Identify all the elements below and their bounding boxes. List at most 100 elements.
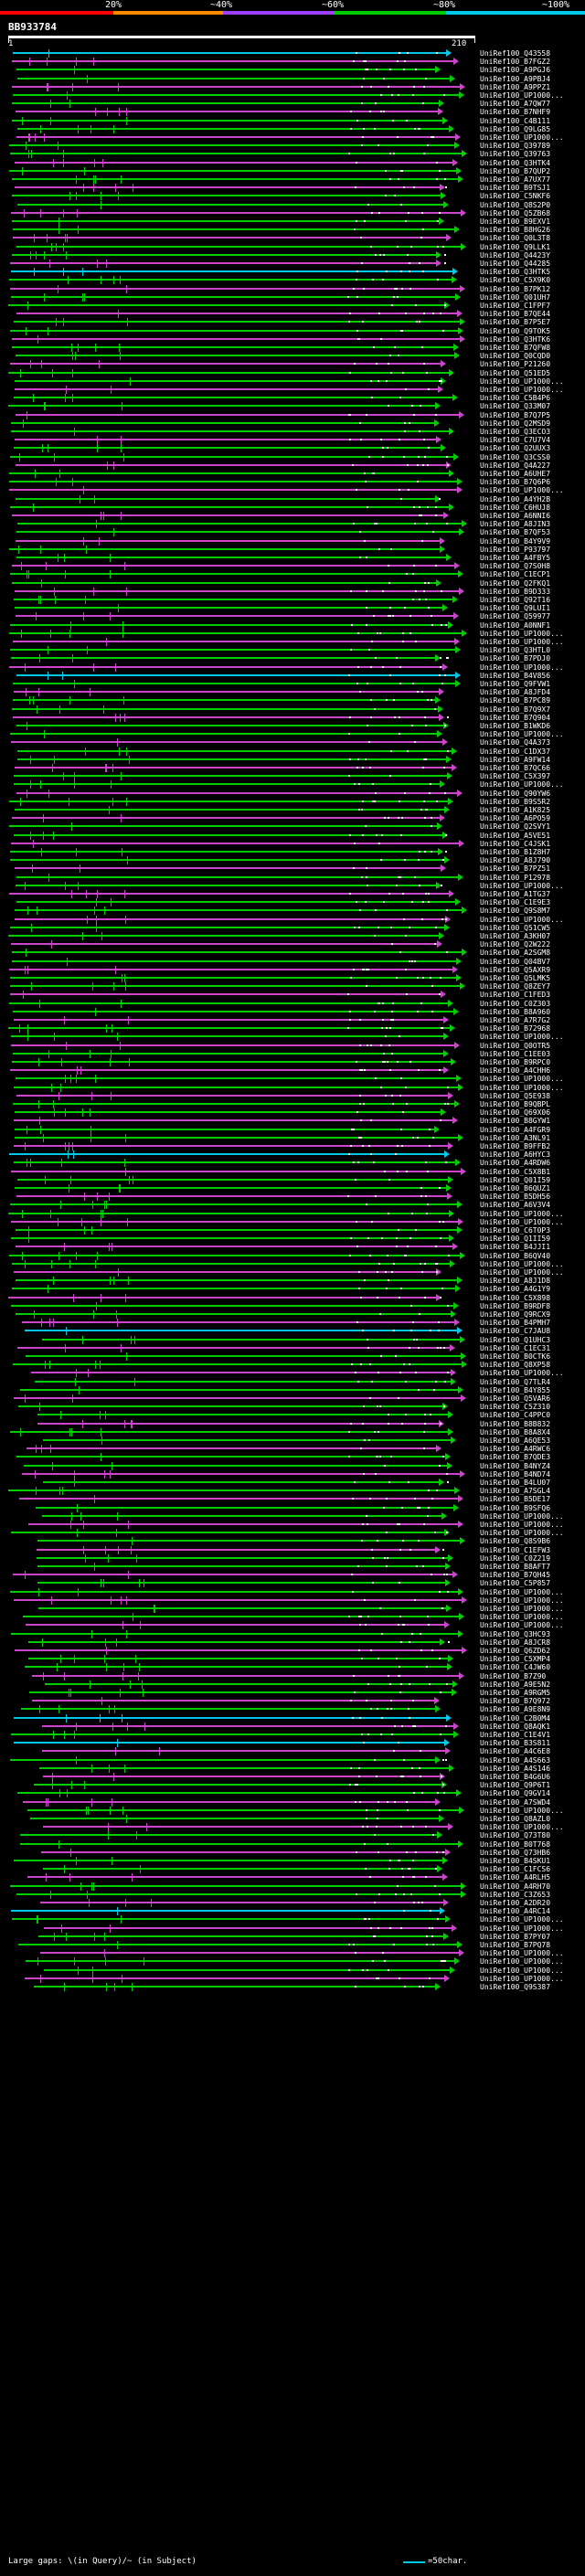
hit-label[interactable]: UniRef100_Q9S387 (480, 1983, 551, 1991)
hit-alignment-line[interactable] (15, 1187, 446, 1189)
hit-alignment-line[interactable] (14, 1397, 461, 1399)
hit-label[interactable]: UniRef100_Q5AXR9 (480, 966, 551, 974)
hit-label[interactable]: UniRef100_Q2FKQ1 (480, 579, 551, 588)
hit-label[interactable]: UniRef100_B8A960 (480, 1008, 551, 1016)
hit-label[interactable]: UniRef100_A5VE51 (480, 832, 551, 840)
hit-alignment-line[interactable] (42, 1750, 445, 1752)
hit-label[interactable]: UniRef100_UP1000... (480, 1084, 564, 1092)
hit-label[interactable]: UniRef100_A4C6E8 (480, 1747, 551, 1755)
hit-label[interactable]: UniRef100_A9RGM5 (480, 1689, 551, 1697)
hit-label[interactable]: UniRef100_B4PMH7 (480, 1319, 551, 1327)
hit-alignment-line[interactable] (21, 1708, 435, 1710)
hit-alignment-line[interactable] (16, 876, 458, 878)
hit-label[interactable]: UniRef100_Q9RCX9 (480, 1310, 551, 1319)
hit-label[interactable]: UniRef100_UP1000... (480, 1975, 564, 1983)
hit-alignment-line[interactable] (39, 1767, 449, 1769)
hit-label[interactable]: UniRef100_Q7S0H8 (480, 562, 551, 570)
hit-label[interactable]: UniRef100_P93797 (480, 546, 551, 554)
hit-label[interactable]: UniRef100_Q01I59 (480, 1176, 551, 1184)
hit-label[interactable]: UniRef100_A9E5N2 (480, 1680, 551, 1689)
hit-label[interactable]: UniRef100_UP1000... (480, 630, 564, 638)
hit-label[interactable]: UniRef100_Q4423Y (480, 251, 551, 260)
hit-alignment-line[interactable] (9, 1153, 444, 1155)
hit-alignment-line[interactable] (15, 1111, 441, 1113)
hit-label[interactable]: UniRef100_Q9LG85 (480, 125, 551, 133)
hit-label[interactable]: UniRef100_UP1000... (480, 1521, 564, 1529)
hit-label[interactable]: UniRef100_A0NNF1 (480, 621, 551, 630)
hit-label[interactable]: UniRef100_P12978 (480, 874, 551, 882)
hit-label[interactable]: UniRef100_A4S663 (480, 1756, 551, 1765)
hit-label[interactable]: UniRef100_Q59977 (480, 612, 551, 620)
hit-alignment-line[interactable] (9, 969, 452, 970)
hit-alignment-line[interactable] (8, 1027, 450, 1029)
hit-label[interactable]: UniRef100_UP1000... (480, 1621, 564, 1629)
hit-label[interactable]: UniRef100_B4G6U6 (480, 1773, 551, 1781)
hit-label[interactable]: UniRef100_B7QE44 (480, 310, 551, 318)
hit-label[interactable]: UniRef100_Q44285 (480, 260, 551, 268)
hit-label[interactable]: UniRef100_A7R7G2 (480, 1016, 551, 1024)
hit-alignment-line[interactable] (15, 439, 436, 440)
hit-alignment-line[interactable] (18, 1944, 457, 1945)
hit-label[interactable]: UniRef100_Q51ED5 (480, 369, 551, 377)
hit-label[interactable]: UniRef100_B9TSJ1 (480, 184, 551, 192)
hit-alignment-line[interactable] (14, 397, 452, 398)
hit-alignment-line[interactable] (10, 1759, 435, 1761)
hit-alignment-line[interactable] (13, 1574, 452, 1575)
hit-label[interactable]: UniRef100_UP1000... (480, 1218, 564, 1226)
hit-label[interactable]: UniRef100_A7QW77 (480, 100, 551, 108)
hit-label[interactable]: UniRef100_B7Q7P5 (480, 411, 551, 419)
hit-alignment-line[interactable] (17, 758, 446, 760)
hit-label[interactable]: UniRef100_C4B111 (480, 117, 551, 125)
hit-alignment-line[interactable] (34, 1986, 435, 1988)
hit-label[interactable]: UniRef100_UP1000... (480, 377, 564, 386)
hit-label[interactable]: UniRef100_Q8ZEY7 (480, 982, 551, 991)
hit-alignment-line[interactable] (9, 279, 452, 281)
hit-alignment-line[interactable] (29, 1691, 452, 1693)
hit-alignment-line[interactable] (12, 1061, 451, 1063)
hit-label[interactable]: UniRef100_Q5VAR6 (480, 1394, 551, 1403)
hit-alignment-line[interactable] (12, 1918, 445, 1920)
hit-label[interactable]: UniRef100_C1EC31 (480, 1344, 551, 1352)
hit-label[interactable]: UniRef100_A4FBY5 (480, 554, 551, 562)
hit-alignment-line[interactable] (11, 430, 449, 432)
hit-label[interactable]: UniRef100_A2DR20 (480, 1899, 551, 1907)
hit-alignment-line[interactable] (32, 1675, 459, 1677)
hit-alignment-line[interactable] (13, 237, 446, 239)
hit-alignment-line[interactable] (36, 1507, 453, 1509)
hit-alignment-line[interactable] (8, 1213, 449, 1214)
hit-label[interactable]: UniRef100_Q9GV14 (480, 1789, 551, 1797)
hit-alignment-line[interactable] (11, 1305, 453, 1307)
hit-alignment-line[interactable] (8, 1297, 436, 1299)
hit-label[interactable]: UniRef100_A8JFD4 (480, 688, 551, 696)
hit-alignment-line[interactable] (14, 599, 452, 600)
hit-label[interactable]: UniRef100_C1FPF7 (480, 302, 551, 310)
hit-alignment-line[interactable] (26, 1960, 454, 1962)
hit-label[interactable]: UniRef100_UP1000... (480, 780, 564, 789)
hit-alignment-line[interactable] (10, 1203, 457, 1205)
hit-alignment-line[interactable] (15, 867, 441, 869)
hit-label[interactable]: UniRef100_B8HG26 (480, 226, 551, 234)
hit-label[interactable]: UniRef100_Q9LUI1 (480, 604, 551, 612)
hit-label[interactable]: UniRef100_Q0L3T8 (480, 234, 551, 242)
hit-label[interactable]: UniRef100_C1FED3 (480, 991, 551, 999)
hit-alignment-line[interactable] (17, 1347, 450, 1349)
hit-label[interactable]: UniRef100_UP1000... (480, 638, 564, 646)
hit-label[interactable]: UniRef100_A9PPZ1 (480, 83, 551, 91)
hit-label[interactable]: UniRef100_A4RLH5 (480, 1873, 551, 1882)
hit-alignment-line[interactable] (10, 262, 436, 264)
hit-alignment-line[interactable] (16, 792, 457, 794)
hit-label[interactable]: UniRef100_A8JCR8 (480, 1638, 551, 1647)
hit-alignment-line[interactable] (9, 548, 440, 550)
hit-alignment-line[interactable] (16, 246, 461, 248)
hit-alignment-line[interactable] (14, 1271, 436, 1273)
hit-label[interactable]: UniRef100_C5X9K0 (480, 276, 551, 284)
hit-label[interactable]: UniRef100_Q5E938 (480, 1092, 551, 1100)
hit-label[interactable]: UniRef100_Q69X06 (480, 1108, 551, 1117)
hit-alignment-line[interactable] (16, 1077, 456, 1079)
hit-alignment-line[interactable] (16, 1246, 452, 1247)
hit-alignment-line[interactable] (37, 1414, 448, 1415)
hit-alignment-line[interactable] (10, 506, 449, 508)
hit-alignment-line[interactable] (11, 1221, 458, 1223)
hit-alignment-line[interactable] (16, 725, 443, 726)
hit-alignment-line[interactable] (16, 885, 436, 886)
